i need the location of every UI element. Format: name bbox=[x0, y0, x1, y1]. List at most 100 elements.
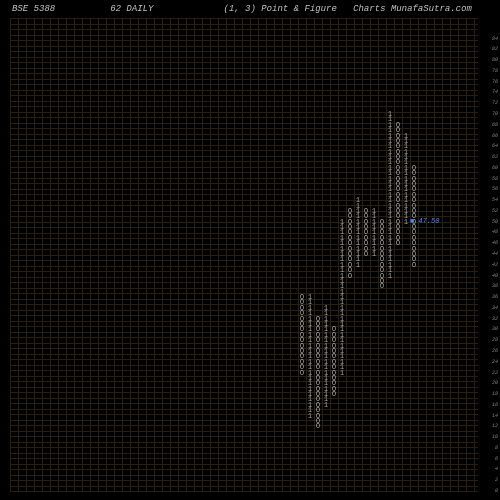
pf-o-symbol: O bbox=[330, 327, 338, 334]
symbol-label: BSE 5388 bbox=[12, 4, 55, 14]
grid-line-v bbox=[474, 18, 475, 492]
grid-line-v bbox=[26, 18, 27, 492]
grid-line-v bbox=[394, 18, 395, 492]
grid-line-v bbox=[298, 18, 299, 492]
grid-line-h bbox=[10, 238, 478, 239]
grid-line-h bbox=[10, 90, 478, 91]
grid-line-v bbox=[234, 18, 235, 492]
y-axis-label: 44 bbox=[492, 252, 498, 257]
grid-line-h bbox=[10, 266, 478, 267]
grid-line-h bbox=[10, 376, 478, 377]
grid-line-v bbox=[426, 18, 427, 492]
grid-line-v bbox=[226, 18, 227, 492]
pf-o-symbol: O bbox=[378, 220, 386, 227]
grid-line-h bbox=[10, 436, 478, 437]
y-axis-label: 18 bbox=[492, 392, 498, 397]
pf-o-symbol: O bbox=[394, 123, 402, 130]
pf-x-symbol: 1 bbox=[354, 198, 362, 205]
grid-line-h bbox=[10, 271, 478, 272]
y-axis-label: 74 bbox=[492, 90, 498, 95]
grid-line-v bbox=[50, 18, 51, 492]
grid-line-h bbox=[10, 282, 478, 283]
pf-x-symbol: 1 bbox=[306, 295, 314, 302]
y-axis-label: 22 bbox=[492, 371, 498, 376]
grid-line-h bbox=[10, 354, 478, 355]
grid-line-h bbox=[10, 101, 478, 102]
grid-line-h bbox=[10, 447, 478, 448]
grid-line-v bbox=[274, 18, 275, 492]
grid-line-h bbox=[10, 18, 478, 19]
pf-o-symbol: O bbox=[410, 166, 418, 173]
grid-line-v bbox=[106, 18, 107, 492]
y-axis-label: 64 bbox=[492, 144, 498, 149]
period-label: 62 DAILY bbox=[110, 4, 153, 14]
y-axis-label: 48 bbox=[492, 230, 498, 235]
grid-line-h bbox=[10, 117, 478, 118]
pf-x-symbol: 1 bbox=[338, 220, 346, 227]
grid-line-h bbox=[10, 293, 478, 294]
y-axis-label: 72 bbox=[492, 101, 498, 106]
grid-line-h bbox=[10, 73, 478, 74]
grid-line-h bbox=[10, 392, 478, 393]
y-axis-label: 78 bbox=[492, 69, 498, 74]
y-axis-label: 14 bbox=[492, 414, 498, 419]
price-marker: ■ 47.50 bbox=[410, 218, 439, 226]
y-axis-label: 34 bbox=[492, 306, 498, 311]
y-axis-label: 56 bbox=[492, 187, 498, 192]
grid-line-v bbox=[242, 18, 243, 492]
y-axis-label: 24 bbox=[492, 360, 498, 365]
pf-o-symbol: O bbox=[362, 209, 370, 216]
grid-line-v bbox=[458, 18, 459, 492]
grid-line-v bbox=[194, 18, 195, 492]
grid-line-h bbox=[10, 387, 478, 388]
grid-line-h bbox=[10, 277, 478, 278]
grid-line-h bbox=[10, 62, 478, 63]
grid-line-v bbox=[434, 18, 435, 492]
grid-line-v bbox=[210, 18, 211, 492]
y-axis: 8482807876747270686664626058565452504846… bbox=[480, 18, 498, 492]
y-axis-label: 26 bbox=[492, 349, 498, 354]
y-axis-label: 54 bbox=[492, 198, 498, 203]
grid-line-h bbox=[10, 469, 478, 470]
grid-line-h bbox=[10, 106, 478, 107]
grid-line-v bbox=[402, 18, 403, 492]
grid-line-h bbox=[10, 425, 478, 426]
y-axis-label: 2 bbox=[495, 478, 498, 483]
grid-line-h bbox=[10, 381, 478, 382]
pf-o-symbol: O bbox=[314, 317, 322, 324]
grid-line-h bbox=[10, 420, 478, 421]
grid-line-v bbox=[10, 18, 11, 492]
pf-x-symbol: 1 bbox=[402, 134, 410, 141]
grid-line-h bbox=[10, 227, 478, 228]
grid-line-v bbox=[466, 18, 467, 492]
grid-line-v bbox=[218, 18, 219, 492]
y-axis-label: 4 bbox=[495, 467, 498, 472]
grid-line-v bbox=[34, 18, 35, 492]
y-axis-label: 52 bbox=[492, 209, 498, 214]
grid-line-h bbox=[10, 255, 478, 256]
grid-line-h bbox=[10, 486, 478, 487]
grid-line-h bbox=[10, 299, 478, 300]
chart-grid-area: OOOOOOOOOOOOOOO11111111111111111111111OO… bbox=[10, 18, 478, 492]
y-axis-label: 16 bbox=[492, 403, 498, 408]
grid-line-v bbox=[178, 18, 179, 492]
grid-line-v bbox=[90, 18, 91, 492]
grid-line-h bbox=[10, 337, 478, 338]
y-axis-label: 70 bbox=[492, 112, 498, 117]
grid-line-v bbox=[162, 18, 163, 492]
grid-line-h bbox=[10, 475, 478, 476]
grid-line-h bbox=[10, 365, 478, 366]
pf-o-symbol: O bbox=[298, 295, 306, 302]
grid-line-v bbox=[186, 18, 187, 492]
grid-line-v bbox=[122, 18, 123, 492]
grid-line-h bbox=[10, 480, 478, 481]
grid-line-h bbox=[10, 398, 478, 399]
grid-line-v bbox=[442, 18, 443, 492]
y-axis-label: 8 bbox=[495, 446, 498, 451]
y-axis-label: 6 bbox=[495, 457, 498, 462]
grid-line-v bbox=[250, 18, 251, 492]
grid-line-h bbox=[10, 79, 478, 80]
grid-line-h bbox=[10, 68, 478, 69]
grid-line-h bbox=[10, 260, 478, 261]
grid-line-v bbox=[58, 18, 59, 492]
